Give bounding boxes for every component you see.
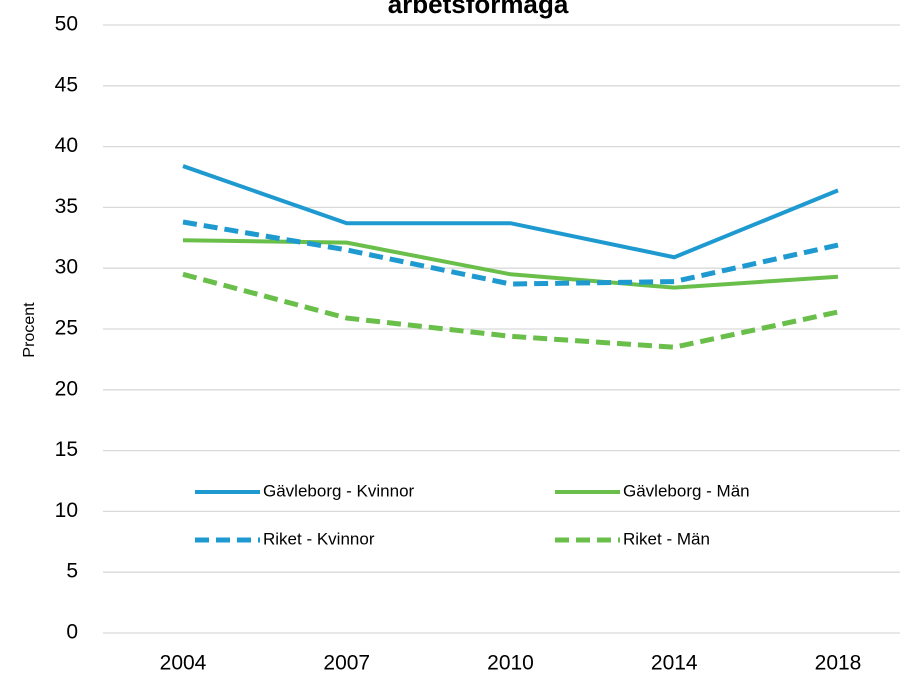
legend-label: Gävleborg - Män — [623, 481, 750, 500]
line-series — [182, 164, 839, 260]
y-tick-label: 10 — [55, 499, 78, 522]
legend-label: Riket - Män — [623, 529, 710, 548]
legend-label: Riket - Kvinnor — [263, 529, 375, 548]
y-tick-label: 30 — [55, 256, 78, 279]
line-series — [182, 219, 839, 287]
line-series — [182, 271, 839, 350]
x-tick-label: 2018 — [815, 652, 862, 675]
y-tick-label: 45 — [55, 73, 78, 96]
x-tick-label: 2010 — [487, 652, 534, 675]
y-tick-label: 50 — [55, 13, 78, 36]
y-tick-label: 15 — [55, 438, 78, 461]
line-series — [182, 238, 839, 290]
y-tick-label: 0 — [66, 621, 78, 644]
y-tick-label: 5 — [66, 560, 78, 583]
legend-label: Gävleborg - Kvinnor — [263, 481, 415, 500]
x-tick-label: 2004 — [160, 652, 207, 675]
y-tick-label: 25 — [55, 317, 78, 340]
x-tick-label: 2014 — [651, 652, 698, 675]
x-tick-label: 2007 — [323, 652, 370, 675]
y-axis-label: Procent — [21, 302, 38, 358]
y-tick-label: 40 — [55, 134, 78, 157]
y-tick-label: 20 — [55, 377, 78, 400]
y-tick-label: 35 — [55, 195, 78, 218]
chart-title: arbetsförmåga — [388, 0, 569, 19]
